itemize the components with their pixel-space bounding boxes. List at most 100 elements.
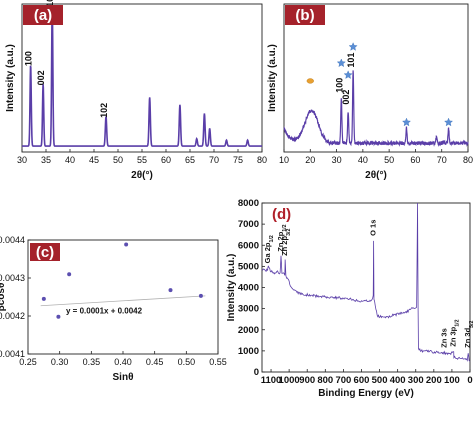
x-tick-label: 20 <box>305 155 315 165</box>
x-tick-label: 0.40 <box>114 357 132 367</box>
x-tick-label: 60 <box>410 155 420 165</box>
panel-label-box <box>285 5 325 25</box>
panel-label-box <box>23 5 63 25</box>
y-tick-label: 0.0042 <box>0 311 25 321</box>
pattern-curve <box>22 7 262 147</box>
peak-label: 100 <box>24 51 34 66</box>
y-axis-label: Intensity (a.u.) <box>226 254 237 322</box>
x-tick-label: 0.25 <box>19 357 37 367</box>
x-tick-label: 40 <box>65 155 75 165</box>
x-tick-label: 600 <box>354 375 370 386</box>
x-tick-label: 0.45 <box>146 357 164 367</box>
y-axis-label: βcosθ <box>0 283 7 312</box>
x-tick-label: 200 <box>426 375 442 386</box>
x-tick-label: 30 <box>332 155 342 165</box>
x-tick-label: 0.35 <box>83 357 101 367</box>
x-tick-label: 70 <box>437 155 447 165</box>
star-marker <box>402 117 411 127</box>
peak-annotation: O 1s <box>369 220 378 236</box>
y-tick-label: 7000 <box>238 219 259 230</box>
y-tick-label: 8000 <box>238 198 259 209</box>
x-tick-label: 35 <box>41 155 51 165</box>
star-marker <box>343 70 353 79</box>
x-tick-label: 400 <box>390 375 406 386</box>
y-tick-label: 0.0044 <box>0 235 25 245</box>
peak-label: 101 <box>45 0 55 7</box>
x-tick-label: 10 <box>279 155 289 165</box>
panel-label: (c) <box>36 244 54 261</box>
x-tick-label: 900 <box>299 375 315 386</box>
y-tick-label: 0.0043 <box>0 273 25 283</box>
x-tick-label: 40 <box>358 155 368 165</box>
x-tick-label: 60 <box>161 155 171 165</box>
panel-b: 10 20 30 40 50 60 70 80 2θ(°) Intensity (a.u.) 100… <box>267 3 473 181</box>
x-axis-label: 2θ(°) <box>131 170 153 181</box>
peak-label: 100 <box>334 78 344 93</box>
panel-c: 0.25 0.30 0.35 0.40 0.45 0.50 0.55 0.0041 0.0042… <box>0 235 227 383</box>
fit-equation: y = 0.0001x + 0.0042 <box>66 306 143 315</box>
x-tick-label: 700 <box>335 375 351 386</box>
x-axis-label: 2θ(°) <box>365 170 387 181</box>
survey-curve <box>261 202 471 362</box>
x-tick-label: 300 <box>408 375 424 386</box>
x-tick-label: 30 <box>17 155 27 165</box>
y-tick-label: 0 <box>254 367 259 378</box>
data-point <box>168 288 173 293</box>
x-axis-label: Sinθ <box>113 372 134 383</box>
panel-a: 30 35 40 45 50 55 60 65 70 75 80 2θ(°) Intensity (a.… <box>5 0 267 181</box>
peak-annotation: Zn 3s <box>440 328 449 348</box>
x-tick-label: 0 <box>467 375 472 386</box>
data-point <box>67 272 72 277</box>
x-tick-label: 50 <box>113 155 123 165</box>
peak-annotation: Zn 2p3/2 <box>280 229 292 256</box>
x-tick-label: 0.30 <box>51 357 69 367</box>
plot-frame <box>283 3 469 153</box>
x-tick-label: 100 <box>444 375 460 386</box>
x-tick-label: 65 <box>185 155 195 165</box>
x-tick-label: 0.50 <box>178 357 196 367</box>
peak-label: 102 <box>99 103 109 118</box>
y-tick-label: 4000 <box>238 283 259 294</box>
x-tick-label: 80 <box>463 155 473 165</box>
panel-label: (d) <box>272 206 291 223</box>
y-tick-label: 2000 <box>238 325 259 336</box>
fit-line <box>40 295 206 307</box>
y-tick-label: 6000 <box>238 240 259 251</box>
data-point <box>198 293 203 298</box>
y-axis-label: Intensity (a.u.) <box>5 44 16 112</box>
data-point <box>124 242 129 247</box>
data-point <box>56 314 61 319</box>
x-tick-label: 800 <box>317 375 333 386</box>
panel-label: (a) <box>34 7 52 24</box>
y-tick-label: 1000 <box>238 346 259 357</box>
x-tick-label: 75 <box>233 155 243 165</box>
peak-annotation: Zn 2p1/2 <box>276 224 288 251</box>
y-tick-label: 0.0041 <box>0 349 25 359</box>
peak-label: 101 <box>346 53 356 68</box>
x-tick-label: 1000 <box>279 375 300 386</box>
x-tick-label: 1100 <box>261 375 282 386</box>
panel-label-box <box>30 243 60 261</box>
peak-annotation: Zn 3d5/2 <box>463 320 474 347</box>
peak-label: 002 <box>341 90 351 105</box>
x-tick-label: 0.55 <box>209 357 227 367</box>
x-tick-label: 70 <box>209 155 219 165</box>
peak-label: 002 <box>36 70 46 85</box>
star-marker <box>444 117 454 127</box>
star-marker <box>348 42 358 51</box>
y-tick-label: 3000 <box>238 304 259 315</box>
x-tick-label: 50 <box>384 155 394 165</box>
circle-marker <box>306 78 314 84</box>
panel-label: (b) <box>295 7 314 24</box>
peak-annotation: Zn 3p1/2 <box>449 319 461 346</box>
y-tick-label: 5000 <box>238 261 259 272</box>
x-tick-label: 80 <box>257 155 267 165</box>
peak-annotation: Ga 2p1/2 <box>263 235 275 263</box>
x-tick-label: 55 <box>137 155 147 165</box>
data-point <box>41 296 46 301</box>
x-tick-label: 45 <box>89 155 99 165</box>
x-tick-label: 500 <box>372 375 388 386</box>
star-marker <box>336 58 346 68</box>
